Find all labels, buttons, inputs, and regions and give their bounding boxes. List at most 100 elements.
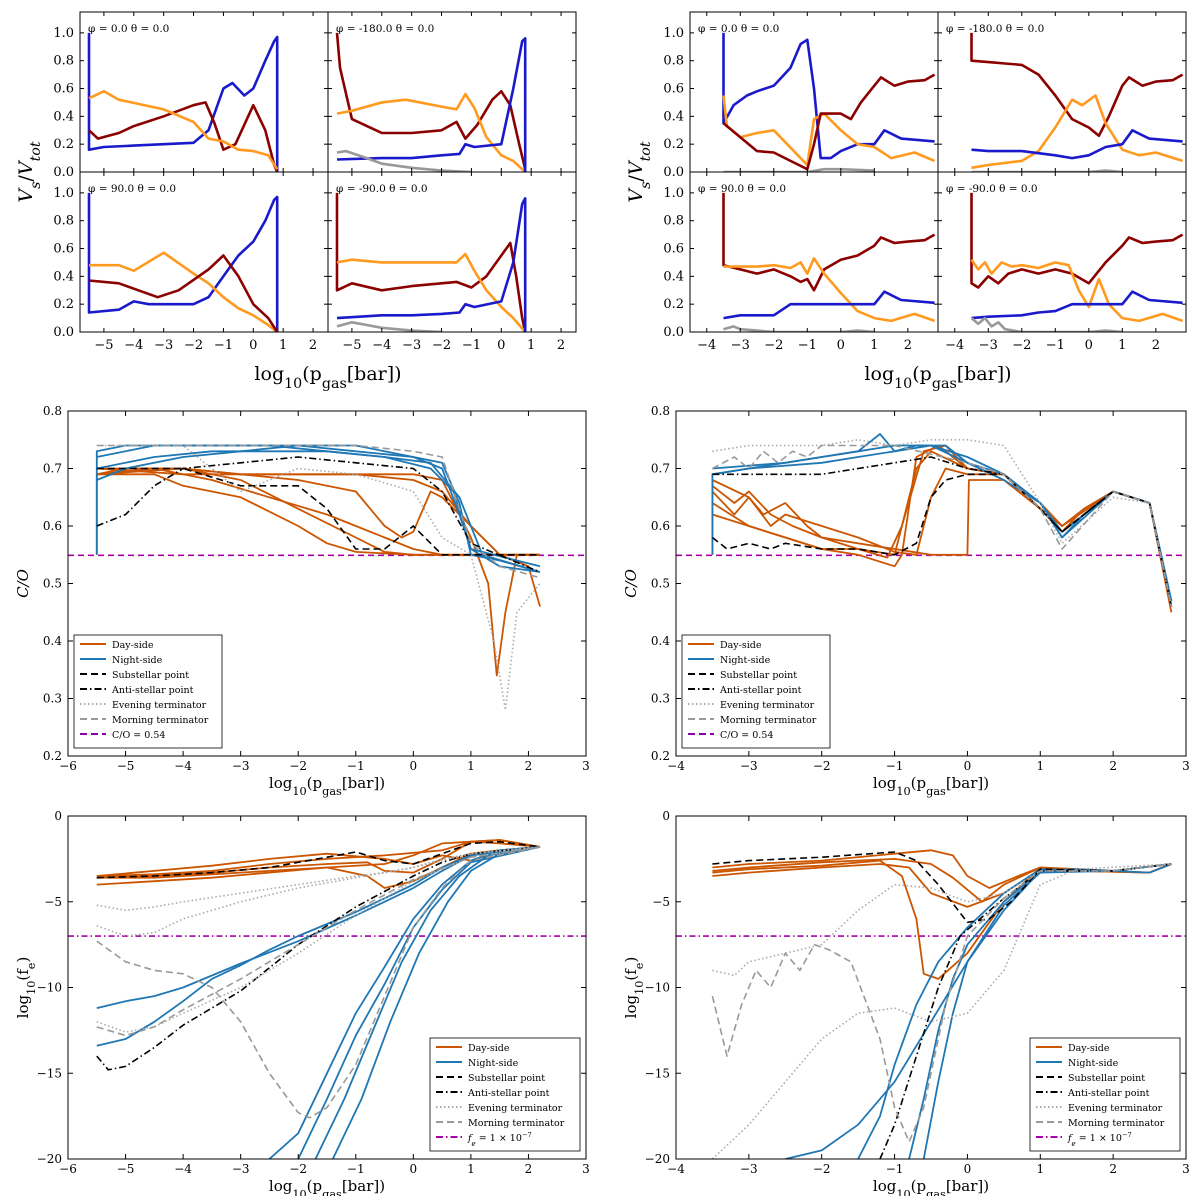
panel-label: φ = -180.0 θ = 0.0: [336, 23, 434, 35]
legend-label: Evening terminator: [468, 1103, 563, 1114]
y-tick-label: −10: [645, 981, 670, 995]
y-tick-label: 0.8: [43, 404, 62, 418]
x-tick-label: −2: [289, 1162, 307, 1176]
y-tick-label: 0.0: [53, 325, 74, 340]
x-tick-label: −2: [289, 759, 307, 773]
x-tick-label: −2: [184, 338, 203, 353]
x-tick-label: 0: [410, 759, 418, 773]
x-tick-label: −2: [1012, 338, 1031, 353]
vs-panel: φ = 0.0 θ = 0.0 0.0 0.2 0.4 0.6 0.8 1.0: [663, 11, 939, 180]
x-tick-label: −5: [94, 338, 113, 353]
x-tick-label: −4: [174, 759, 192, 773]
y-tick-label: 0.4: [53, 269, 74, 284]
series-line-Evening terminator: [711, 863, 1172, 1159]
x-tick-label: −1: [886, 759, 904, 773]
vs-panel: φ = -90.0 θ = 0.0 −5 −4 −3 −2 −1 0 1 2: [327, 171, 577, 353]
y-tick-label: 0.4: [663, 109, 684, 124]
series-line-darkred: [970, 192, 1184, 289]
x-tick-label: −4: [174, 1162, 192, 1176]
x-tick-label: −3: [731, 338, 750, 353]
x-tick-label: 1: [279, 338, 287, 353]
x-axis-label: log10(pgas[bar]): [864, 363, 1011, 392]
x-tick-label: 3: [582, 759, 590, 773]
x-tick-label: −2: [813, 1162, 831, 1176]
panel-label: φ = 0.0 θ = 0.0: [88, 23, 169, 35]
legend-label: Day-side: [112, 640, 154, 651]
series-line-Evening terminator: [712, 439, 1173, 607]
series-line-Substellar point: [711, 473, 1173, 607]
legend-label: Evening terminator: [112, 700, 207, 711]
x-tick-label: −4: [945, 338, 964, 353]
x-tick-label: 0: [964, 759, 972, 773]
x-tick-label: 1: [467, 1162, 475, 1176]
y-axis-label: Vs/Vtot: [625, 141, 654, 203]
vs-panel: φ = -180.0 θ = 0.0: [327, 11, 577, 173]
legend-label: Morning terminator: [112, 715, 209, 726]
panel-label: φ = 90.0 θ = 0.0: [698, 183, 786, 195]
vs-panel: φ = 90.0 θ = 0.0 0.0 0.2 0.4 0.6 0.8 1.0 −4 −3 −2…: [663, 171, 939, 353]
series-line-Morning terminator: [96, 444, 541, 579]
series-line-grey: [723, 325, 875, 332]
x-tick-label: −6: [59, 1162, 77, 1176]
x-tick-label: 0: [837, 338, 845, 353]
series-line-orange: [336, 92, 527, 172]
y-tick-label: 0.7: [651, 462, 670, 476]
vs-panel: φ = 0.0 θ = 0.0 0.0 0.2 0.4 0.6 0.8 1.0: [53, 11, 329, 180]
series-line-Anti-stellar point: [96, 456, 541, 573]
legend-label: Day-side: [468, 1043, 510, 1054]
x-tick-label: −4: [372, 338, 391, 353]
legend-label: Anti-stellar point: [1067, 1088, 1150, 1099]
x-tick-label: 0: [249, 338, 257, 353]
y-axis-label: Vs/Vtot: [15, 141, 44, 203]
series-line-darkred: [722, 192, 936, 292]
series-line-orange: [970, 258, 1184, 323]
x-tick-label: −3: [979, 338, 998, 353]
y-tick-label: 0.0: [663, 325, 684, 340]
x-tick-label: 2: [1109, 1162, 1117, 1176]
x-tick-label: −1: [462, 338, 481, 353]
vs-panel: φ = -90.0 θ = 0.0 −4 −3 −2 −1 0 1 2: [937, 171, 1187, 353]
x-tick-label: −5: [117, 1162, 135, 1176]
series-line-blue: [336, 197, 527, 332]
series-line-darkred: [335, 192, 527, 332]
series-line-Substellar point: [712, 851, 1172, 924]
y-tick-label: 0.8: [53, 214, 74, 229]
series-line-orange: [89, 251, 278, 332]
legend-label: Night-side: [1068, 1058, 1119, 1069]
series-line-orange: [336, 252, 527, 332]
series-line-blue: [971, 129, 1183, 160]
x-tick-label: −3: [740, 759, 758, 773]
legend-label: Anti-stellar point: [719, 685, 802, 696]
series-line-grey: [971, 169, 1123, 172]
legend-box: [429, 1037, 581, 1152]
legend-label: Substellar point: [468, 1073, 545, 1084]
series-line-Morning terminator: [711, 863, 1172, 1143]
series-line-Night-side: [96, 444, 541, 573]
panel-label: φ = 0.0 θ = 0.0: [698, 23, 779, 35]
series-line-Night-side: [297, 846, 541, 1159]
x-tick-label: −6: [59, 759, 77, 773]
panel-label: φ = 90.0 θ = 0.0: [88, 183, 176, 195]
series-line-orange: [722, 95, 936, 167]
y-tick-label: 0.6: [663, 242, 684, 257]
y-tick-label: 0: [54, 809, 62, 823]
series-line-Evening terminator: [96, 846, 541, 937]
x-tick-label: 1: [1036, 1162, 1044, 1176]
y-axis-label: log10(fe): [622, 957, 646, 1019]
y-tick-label: 0.3: [43, 692, 62, 706]
x-tick-label: 1: [1118, 338, 1126, 353]
series-line-darkred: [722, 73, 936, 171]
x-tick-label: −3: [402, 338, 421, 353]
panel-frame: [937, 171, 1187, 333]
y-tick-label: 1.0: [53, 186, 74, 201]
x-tick-label: −1: [347, 759, 365, 773]
x-tick-label: −4: [667, 1162, 685, 1176]
y-tick-label: 1.0: [663, 26, 684, 41]
y-axis-label: log10(fe): [14, 957, 38, 1019]
series-line-grey: [970, 316, 1123, 332]
x-tick-label: 2: [525, 1162, 533, 1176]
y-tick-label: 0.2: [43, 749, 62, 763]
legend-label: Morning terminator: [720, 715, 817, 726]
y-tick-label: −20: [37, 1152, 62, 1166]
x-tick-label: 3: [582, 1162, 590, 1176]
